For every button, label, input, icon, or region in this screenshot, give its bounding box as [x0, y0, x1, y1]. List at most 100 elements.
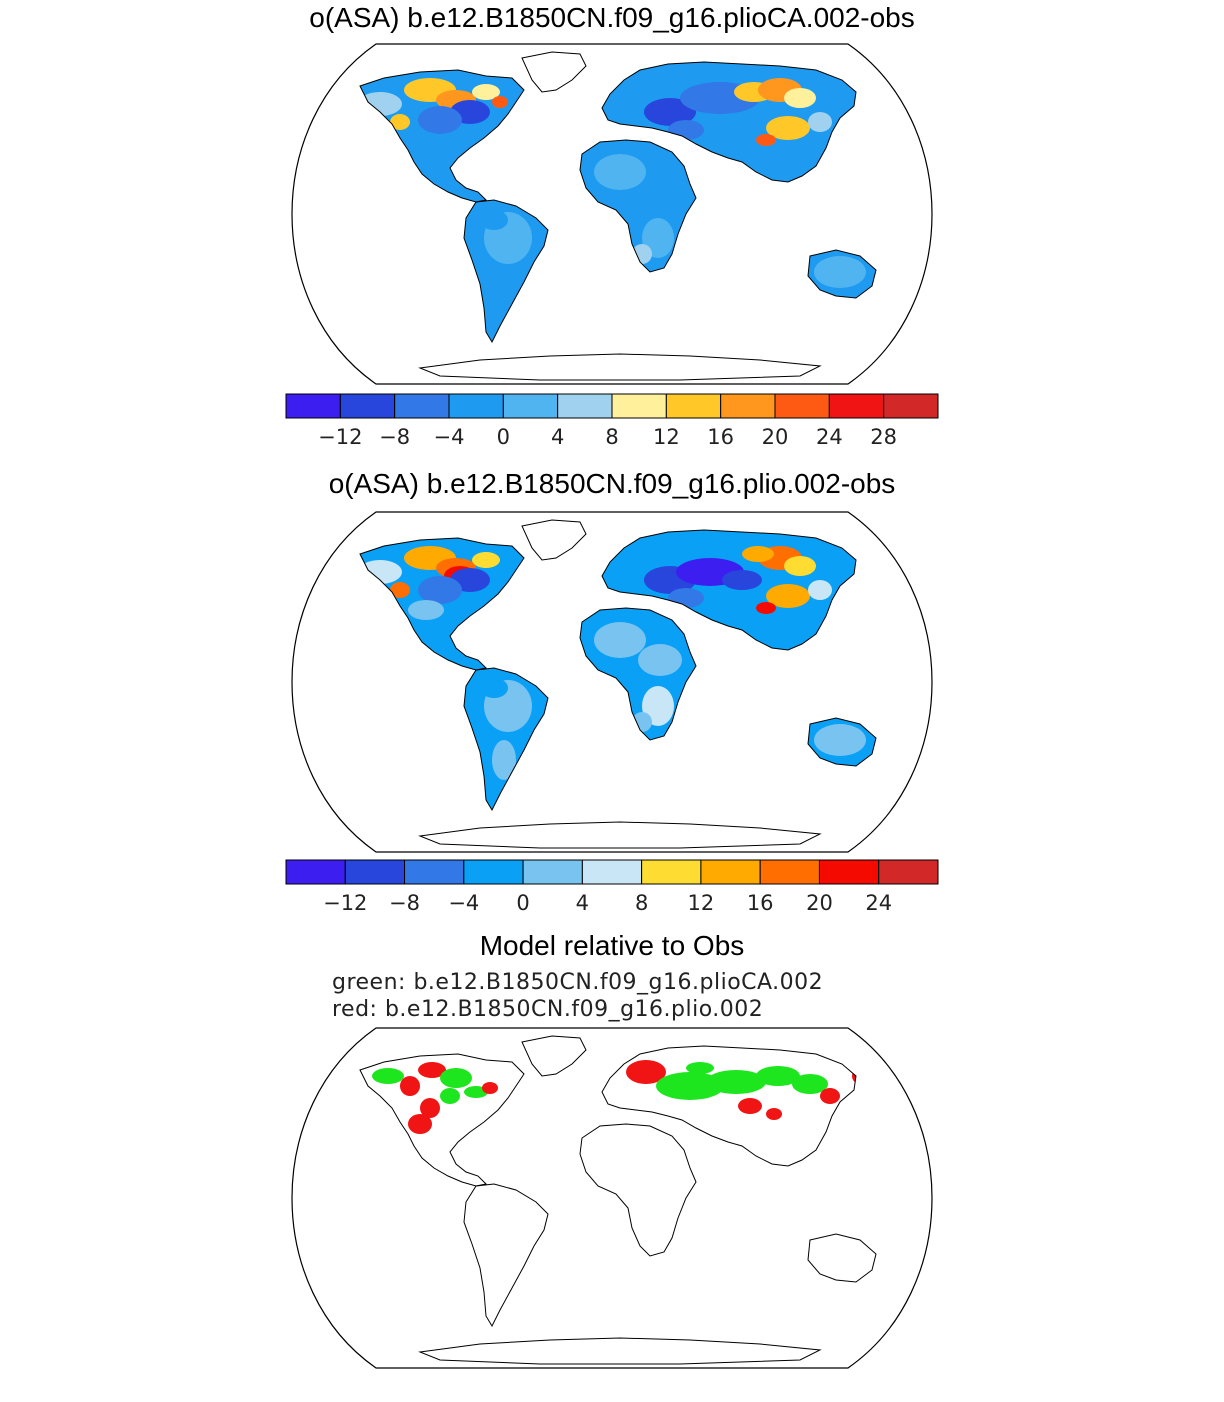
field-patch — [722, 570, 762, 590]
field-patch — [440, 1068, 472, 1088]
field-patch — [792, 1074, 828, 1094]
coastline-africa — [579, 607, 697, 741]
coastline-greenland — [521, 51, 587, 93]
coastline-australia — [807, 1233, 877, 1283]
field-patch — [742, 546, 774, 562]
colorbar-tick-label: 20 — [762, 425, 789, 448]
colorbar-swatch — [339, 393, 396, 419]
panel-2-title: o(ASA) b.e12.B1850CN.f09_g16.plio.002-ob… — [328, 468, 896, 499]
coastline-greenland — [521, 1035, 587, 1077]
field-patch — [594, 154, 646, 190]
field-patch — [756, 1066, 800, 1086]
field-patch — [472, 84, 500, 100]
coastline-south-america — [463, 1183, 549, 1328]
field-patch — [644, 98, 696, 126]
colorbar-swatch — [611, 393, 667, 419]
colorbar-tick-label: 8 — [605, 425, 618, 448]
colorbar-swatch — [759, 859, 820, 885]
colorbar-swatch — [557, 393, 613, 419]
field-patch — [718, 594, 754, 614]
field-patch — [600, 568, 620, 584]
colorbar-tick-label: 4 — [551, 425, 564, 448]
coastline-north-america — [359, 537, 525, 671]
field-patch — [632, 712, 652, 732]
colorbar-tick-label: 24 — [865, 891, 892, 914]
colorbar-swatch — [883, 393, 939, 419]
panel-2-map — [291, 511, 933, 853]
coastline-australia — [807, 249, 877, 299]
panel-2-map-frame — [291, 511, 933, 853]
field-patch — [418, 576, 462, 604]
field-patch — [600, 100, 620, 116]
panel-1-map — [291, 43, 933, 385]
comparison-title: Model relative to Obs — [479, 930, 745, 961]
field-patch — [400, 1076, 420, 1096]
field-patch — [766, 584, 810, 608]
field-patch — [408, 132, 444, 152]
field-patch — [372, 1068, 404, 1084]
comparison-field — [372, 1060, 868, 1134]
coastline-australia — [807, 717, 877, 767]
coastline-antarctica — [418, 821, 822, 849]
colorbar-swatch — [665, 393, 722, 419]
colorbar-tick-label: 12 — [688, 891, 715, 914]
colorbar-tick-label: −8 — [389, 891, 420, 914]
field-patch — [808, 112, 832, 132]
green-legend-label: green: b.e12.B1850CN.f09_g16.plioCA.002 — [332, 970, 824, 995]
colorbar-tick-label: 12 — [653, 425, 680, 448]
field-patch — [464, 1086, 488, 1098]
colorbar-tick-label: 20 — [806, 891, 833, 914]
colorbar-tick-label: −8 — [379, 425, 410, 448]
field-patch — [638, 176, 682, 208]
field-patch — [492, 96, 508, 108]
field-patch — [784, 88, 816, 108]
panel-1-colorbar: −12 −8 −4 0 4 8 12 16 20 24 28 — [285, 393, 939, 448]
panel-2-colorbar: −12 −8 −4 0 4 8 12 16 20 24 — [285, 859, 939, 914]
panel-1-coastlines — [359, 51, 877, 381]
colorbar-swatch — [448, 393, 504, 419]
colorbar-tick-label: 28 — [870, 425, 897, 448]
field-patch — [492, 740, 516, 780]
field-patch — [418, 106, 462, 134]
coastline-south-america — [463, 199, 549, 344]
field-patch — [390, 114, 410, 130]
field-patch — [638, 644, 682, 676]
field-patch — [668, 120, 704, 140]
field-patch — [706, 1070, 766, 1094]
field-patch — [756, 602, 776, 614]
comparison-map — [291, 1027, 933, 1369]
colorbar-tick-label: −4 — [434, 425, 465, 448]
field-patch — [594, 622, 646, 658]
field-patch — [480, 678, 508, 698]
field-patch — [668, 588, 704, 608]
coastline-antarctica — [418, 1337, 822, 1365]
colorbar-tick-label: −12 — [318, 425, 362, 448]
colorbar-swatch — [818, 859, 880, 885]
coastline-eurasia — [601, 61, 857, 183]
colorbar-tick-label: 16 — [747, 891, 774, 914]
colorbar-tick-label: 24 — [816, 425, 843, 448]
field-patch — [420, 1098, 440, 1118]
field-patch — [418, 1062, 446, 1078]
field-patch — [784, 556, 816, 576]
coastline-north-america — [359, 1053, 525, 1187]
field-patch — [408, 1114, 432, 1134]
field-patch — [766, 116, 810, 140]
coastline-north-america — [359, 69, 525, 203]
field-patch — [756, 134, 776, 146]
coastline-eurasia — [601, 1045, 857, 1167]
field-patch — [632, 244, 652, 264]
colorbar-tick-label: 0 — [516, 891, 529, 914]
field-patch — [390, 582, 410, 598]
colorbar-swatch — [463, 859, 524, 885]
field-patch — [686, 1062, 714, 1074]
panel-1-field — [360, 62, 876, 342]
colorbar-tick-label: 8 — [635, 891, 648, 914]
red-legend-label: red: b.e12.B1850CN.f09_g16.plio.002 — [332, 997, 764, 1022]
colorbar-tick-label: 4 — [576, 891, 589, 914]
field-patch — [738, 1098, 762, 1114]
colorbar-swatch — [404, 859, 465, 885]
colorbar-swatch — [522, 859, 583, 885]
panel-2-field — [360, 530, 876, 810]
field-patch — [408, 600, 444, 620]
